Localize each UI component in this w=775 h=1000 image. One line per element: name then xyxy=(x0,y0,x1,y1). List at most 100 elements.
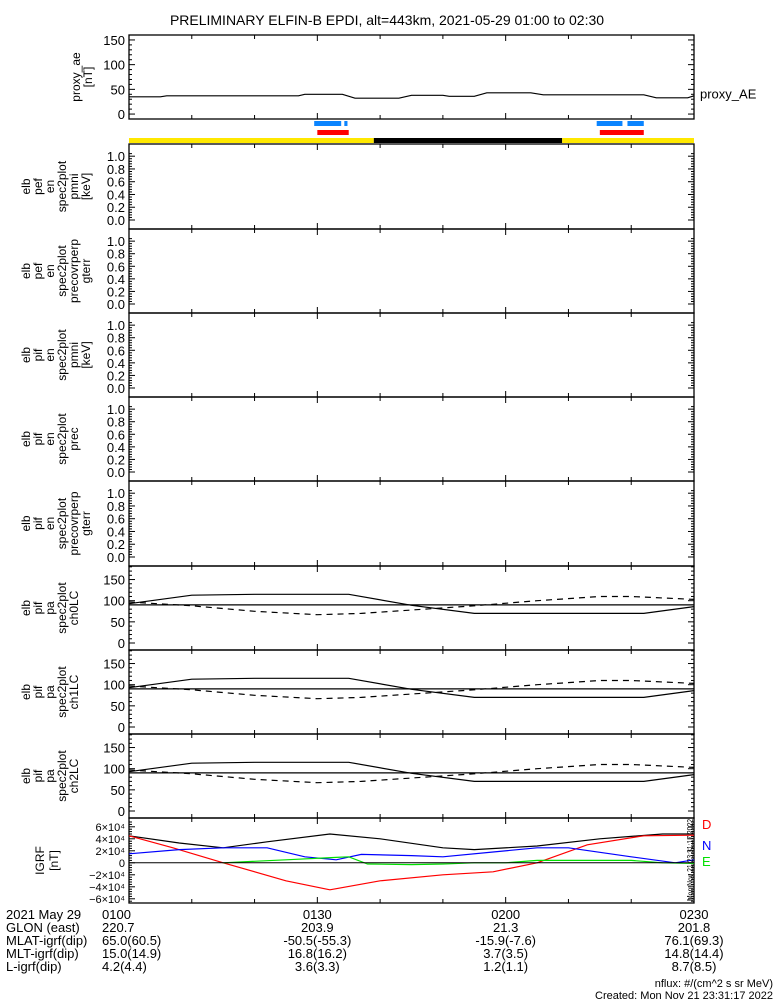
x-row-value: 16.8(16.2) xyxy=(288,946,347,961)
series-loss-cone xyxy=(128,677,695,699)
y-tick-label: 1.0 xyxy=(107,149,125,164)
side-stamp: Mon Nov 21 23:31:17 2022 xyxy=(686,819,695,901)
y-tick-label: 0.8 xyxy=(107,247,125,262)
y-axis-label: pif xyxy=(31,517,45,530)
status-bars xyxy=(129,121,694,143)
panel-elb-pef-en-precovrperp: 0.00.20.40.60.81.0 elbpefenspec2plotpreco… xyxy=(19,228,695,314)
y-tick-label: 0.8 xyxy=(107,499,125,514)
panel-frame xyxy=(128,565,695,651)
science-zone-red xyxy=(317,130,349,135)
y-axis-label: ch0LC xyxy=(67,590,81,625)
panel-frame xyxy=(128,480,695,567)
y-tick-label: 0 xyxy=(119,858,125,870)
y-axis-label: precovrperp xyxy=(67,239,81,303)
y-axis-label: [nT] xyxy=(47,850,61,871)
y-tick-label: 100 xyxy=(103,678,125,693)
y-tick-label: 150 xyxy=(103,573,125,588)
y-axis-label: en xyxy=(43,432,57,445)
x-row-value: 65.0(60.5) xyxy=(102,933,161,948)
y-axis-label: elb xyxy=(19,600,33,616)
y-axis-label: spec2plot xyxy=(55,666,69,718)
y-axis-label: ch2LC xyxy=(67,758,81,793)
y-tick-label: 0.2 xyxy=(107,284,125,299)
y-axis-label: elb xyxy=(19,178,33,194)
y-tick-label: 0.6 xyxy=(107,259,125,274)
y-tick-label: 0 xyxy=(118,636,125,651)
x-row-value: 21.3 xyxy=(493,920,518,935)
y-tick-label: 0.0 xyxy=(107,465,125,480)
y-axis-label: spec2plot xyxy=(55,497,69,549)
x-row-value: 201.8 xyxy=(678,920,711,935)
x-row-value: 3.6(3.3) xyxy=(295,959,340,974)
y-axis-label: [keV] xyxy=(79,173,93,200)
sunlight-sunlit xyxy=(129,138,374,143)
y-tick-label: 0.8 xyxy=(107,331,125,346)
x-row-value: 0230 xyxy=(680,907,709,922)
series-proxy_AE xyxy=(129,92,695,99)
y-tick-label: 1.0 xyxy=(107,486,125,501)
y-axis-label: elb xyxy=(19,347,33,363)
y-axis-label: elb xyxy=(19,768,33,784)
y-tick-label: 150 xyxy=(103,33,125,48)
panel-frame xyxy=(128,228,695,314)
y-tick-label: 6×10⁴ xyxy=(95,822,125,834)
y-axis-label: pmni xyxy=(67,342,81,368)
y-axis-label: spec2plot xyxy=(55,413,69,465)
y-axis-label: elb xyxy=(19,431,33,447)
y-tick-label: 0.8 xyxy=(107,162,125,177)
y-tick-label: 0.6 xyxy=(107,175,125,190)
x-row-label: GLON (east) xyxy=(6,920,80,935)
science-zone-blue xyxy=(314,121,342,126)
y-tick-label: 50 xyxy=(111,783,125,798)
legend-E: E xyxy=(702,854,711,869)
legend-proxy-ae: proxy_AE xyxy=(700,86,757,101)
panel-frame xyxy=(128,396,695,482)
sunlight-sunlit xyxy=(562,138,694,143)
panel-elb-pif-en-precovrperp: 0.00.20.40.60.81.0 elbpifenspec2plotpreco… xyxy=(19,480,695,567)
y-tick-label: 0 xyxy=(118,107,125,122)
y-tick-label: 150 xyxy=(103,741,125,756)
y-axis-label: spec2plot xyxy=(55,329,69,381)
y-tick-label: 0.6 xyxy=(107,427,125,442)
series-anti-loss-cone xyxy=(128,679,695,700)
x-row-value: 203.9 xyxy=(301,920,334,935)
y-axis-label: ch1LC xyxy=(67,674,81,709)
y-tick-label: 50 xyxy=(111,615,125,630)
y-axis-label: pif xyxy=(31,601,45,614)
x-row-value: 0200 xyxy=(491,907,520,922)
y-tick-label: 100 xyxy=(103,762,125,777)
x-row-value: 1.2(1.1) xyxy=(483,959,528,974)
y-axis-label: pif xyxy=(31,348,45,361)
y-tick-label: 0.2 xyxy=(107,200,125,215)
footer-created: Created: Mon Nov 21 23:31:17 2022 xyxy=(595,990,773,1000)
x-row-value: 0130 xyxy=(303,907,332,922)
y-tick-label: 100 xyxy=(103,594,125,609)
y-axis-label: spec2plot xyxy=(55,160,69,212)
series-anti-loss-cone xyxy=(128,595,695,616)
y-axis-label: pif xyxy=(31,432,45,445)
y-tick-label: 50 xyxy=(111,82,125,97)
x-row-value: 4.2(4.4) xyxy=(102,959,147,974)
y-axis-label: spec2plot xyxy=(55,750,69,802)
panel-frame xyxy=(128,312,695,398)
series-loss-cone xyxy=(128,593,695,615)
y-tick-label: 1.0 xyxy=(107,234,125,249)
series-total xyxy=(128,833,694,851)
y-axis-label: en xyxy=(43,180,57,193)
y-tick-label: 0.4 xyxy=(107,272,125,287)
y-axis-label: precovrperp xyxy=(67,491,81,555)
panel-frame xyxy=(128,649,695,735)
y-axis-label: pef xyxy=(31,177,45,194)
y-tick-label: 2×10⁴ xyxy=(95,846,125,858)
y-axis-label: gterr xyxy=(79,511,93,536)
series-E xyxy=(223,856,695,866)
panel-proxy_ae: 0 50 100 150 proxy_ae[nT] proxy_AE xyxy=(69,33,757,122)
x-row-value: 14.8(14.4) xyxy=(664,946,723,961)
x-row-value: 76.1(69.3) xyxy=(664,933,723,948)
